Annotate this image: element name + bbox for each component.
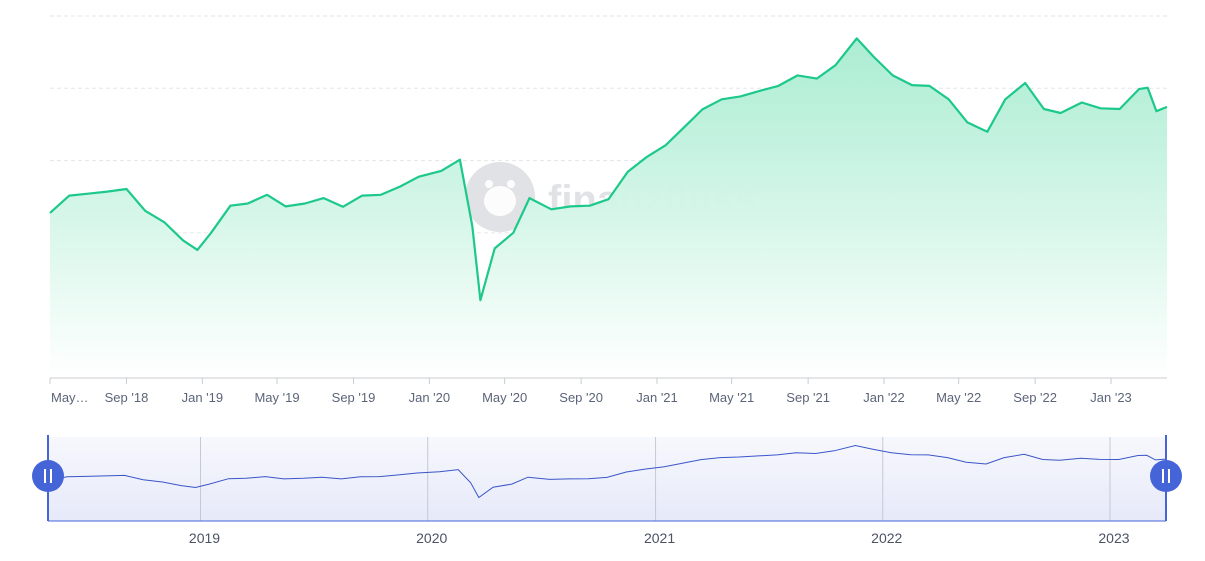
x-tick-label: Jan '20 xyxy=(409,390,451,405)
x-tick-label: May '20 xyxy=(482,390,527,405)
navigator-year-label: 2022 xyxy=(871,530,902,546)
right-range-handle-icon[interactable] xyxy=(1150,460,1182,492)
price-area xyxy=(50,38,1167,379)
navigator-year-label: 2021 xyxy=(644,530,675,546)
navigator-background xyxy=(48,437,1166,521)
range-navigator[interactable]: 2019 2020 2021 2022 2023 xyxy=(32,435,1182,546)
navigator-year-label: 2019 xyxy=(189,530,220,546)
x-tick-label: Jan '19 xyxy=(182,390,224,405)
x-tick-label: Sep '22 xyxy=(1013,390,1057,405)
navigator-year-label: 2023 xyxy=(1098,530,1129,546)
price-line xyxy=(49,37,1168,302)
navigator-year-gridlines xyxy=(200,437,1111,521)
navigator-year-label: 2020 xyxy=(416,530,447,546)
hippo-logo-icon xyxy=(465,162,535,232)
x-tick-label: May '22 xyxy=(936,390,981,405)
left-range-handle-icon[interactable] xyxy=(32,460,64,492)
x-tick-label: May… xyxy=(51,390,89,405)
x-tick-label: Jan '23 xyxy=(1090,390,1132,405)
x-tick-label: May '21 xyxy=(709,390,754,405)
x-tick-label: Sep '21 xyxy=(786,390,830,405)
x-tick-label: Jan '22 xyxy=(863,390,905,405)
x-axis: May… Sep '18 Jan '19 May '19 Sep '19 Jan '20 M… xyxy=(49,377,1167,405)
navigator-line xyxy=(47,444,1167,499)
navigator-year-labels: 2019 2020 2021 2022 2023 xyxy=(189,530,1130,546)
x-tick-label: Sep '18 xyxy=(105,390,149,405)
x-tick-label: Sep '19 xyxy=(332,390,376,405)
x-tick-label: Jan '21 xyxy=(636,390,678,405)
x-tick-label: Sep '20 xyxy=(559,390,603,405)
x-tick-label: May '19 xyxy=(254,390,299,405)
